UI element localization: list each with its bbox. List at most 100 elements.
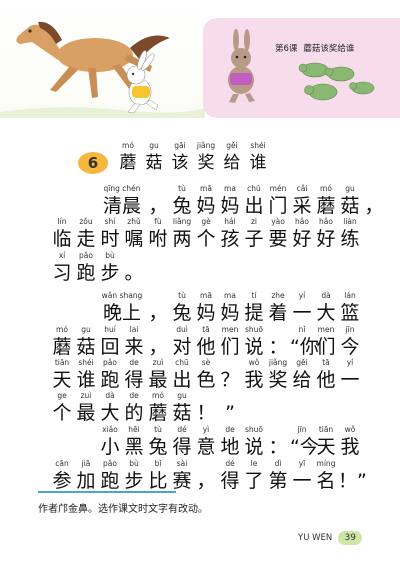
pinyin: pǎo: [103, 358, 117, 367]
lesson-header: 第6课 蘑菇该奖给谁: [275, 42, 354, 54]
hanzi: 一: [340, 369, 360, 391]
text-char: hǎo 好: [290, 216, 314, 251]
pinyin: sài: [176, 459, 188, 468]
text-char: shéi 谁: [74, 357, 98, 392]
text-char: men 们: [218, 324, 242, 359]
text-char: lán 篮: [338, 290, 362, 325]
pinyin: le: [250, 459, 258, 468]
hanzi: 回: [100, 336, 120, 358]
hanzi: 蘑: [119, 153, 137, 173]
hanzi: 菇: [172, 402, 192, 424]
text-char: gěi 给: [290, 357, 314, 392]
hanzi: ：: [268, 336, 288, 358]
pinyin: dà: [321, 291, 331, 300]
hanzi: 来: [124, 336, 144, 358]
hanzi: 参: [52, 470, 72, 492]
text-char: mó 蘑: [146, 390, 170, 425]
pinyin: gěi: [296, 358, 308, 367]
pinyin: qīng chén: [103, 184, 141, 193]
text-char: zǒu 走: [74, 216, 98, 251]
hanzi: 第: [268, 470, 288, 492]
hanzi: 蘑: [148, 402, 168, 424]
pinyin: de: [129, 391, 139, 400]
pinyin: mó: [320, 184, 332, 193]
pinyin: liàn: [343, 217, 357, 226]
lesson-number-badge: 6: [78, 152, 108, 174]
hanzi: 名: [316, 470, 336, 492]
lesson-header-title: 蘑菇该奖给谁: [303, 44, 355, 54]
text-char: ，: [146, 183, 170, 218]
hanzi: 今: [340, 336, 360, 358]
pinyin: tiān: [318, 425, 334, 434]
pinyin: [338, 458, 362, 469]
pinyin: lín: [57, 217, 67, 226]
pinyin: ma: [224, 184, 236, 193]
pinyin: [122, 250, 146, 261]
text-char: huí 回: [98, 324, 122, 359]
hanzi: 小: [100, 436, 120, 458]
hanzi: 赛: [172, 470, 192, 492]
pinyin: chū: [247, 184, 261, 193]
hanzi: 地: [220, 436, 240, 458]
pinyin: dà: [105, 391, 115, 400]
hanzi: 色: [196, 369, 216, 391]
pinyin: shéi: [250, 141, 266, 150]
text-char: gu 菇: [170, 390, 194, 425]
text-char: de 的: [122, 390, 146, 425]
text-char: tiān 天: [50, 357, 74, 392]
pinyin: [146, 183, 170, 194]
text-char: gè 个: [194, 216, 218, 251]
hanzi: “你: [290, 336, 319, 358]
hanzi: 一: [292, 470, 312, 492]
pinyin: [146, 324, 170, 335]
pinyin: [266, 324, 290, 335]
pinyin: wǒ: [344, 425, 356, 434]
hanzi: 嘱: [124, 228, 144, 250]
text-char: ：: [266, 324, 290, 359]
pinyin: cān: [55, 459, 69, 468]
text-char: le 了: [242, 458, 266, 493]
pinyin: tù: [178, 184, 186, 193]
text-char: de 地: [218, 424, 242, 459]
text-char: ，: [362, 183, 386, 218]
text-char: xí 习: [50, 250, 74, 285]
hanzi: 一: [292, 302, 312, 324]
pinyin: bù: [105, 251, 115, 260]
text-char: tù 兔: [170, 290, 194, 325]
text-char: gu 菇: [74, 324, 98, 359]
hanzi: 意: [196, 436, 216, 458]
hanzi: 好: [292, 228, 312, 250]
text-char: zuì 最: [74, 390, 98, 425]
pinyin: mó: [152, 391, 164, 400]
pinyin: zuì: [152, 358, 164, 367]
pinyin: tiān: [54, 358, 70, 367]
text-char: ”: [218, 390, 242, 425]
text-char: mā 妈: [194, 290, 218, 325]
text-char: tù 兔: [170, 183, 194, 218]
hanzi: 跑: [100, 470, 120, 492]
hanzi: 天: [52, 369, 72, 391]
text-char: jiā 加: [74, 458, 98, 493]
footnote: 作者邝金鼻。选作课文时文字有改动。: [38, 504, 208, 515]
hanzi: 出: [244, 195, 264, 217]
hanzi: 两: [172, 228, 192, 250]
hanzi: 说: [244, 336, 264, 358]
text-char: ，: [146, 290, 170, 325]
pinyin: de: [225, 425, 235, 434]
hanzi: 黑: [124, 436, 144, 458]
text-char: gu 菇: [338, 183, 362, 218]
hanzi: 子: [244, 228, 264, 250]
hanzi: 大: [316, 302, 336, 324]
text-char: xiǎo 小: [98, 424, 122, 459]
text-char: wǒ 我: [242, 357, 266, 392]
hanzi: 奖: [268, 369, 288, 391]
hanzi: ”: [225, 402, 235, 424]
text-char: ge 个: [50, 390, 74, 425]
text-char: lín 临: [50, 216, 74, 251]
text-char: fù 咐: [146, 216, 170, 251]
pinyin: gěi: [226, 141, 238, 150]
hanzi: ，: [148, 302, 168, 324]
text-char: ma 妈: [218, 183, 242, 218]
hanzi: 给: [292, 369, 312, 391]
hanzi: 给: [223, 153, 241, 173]
